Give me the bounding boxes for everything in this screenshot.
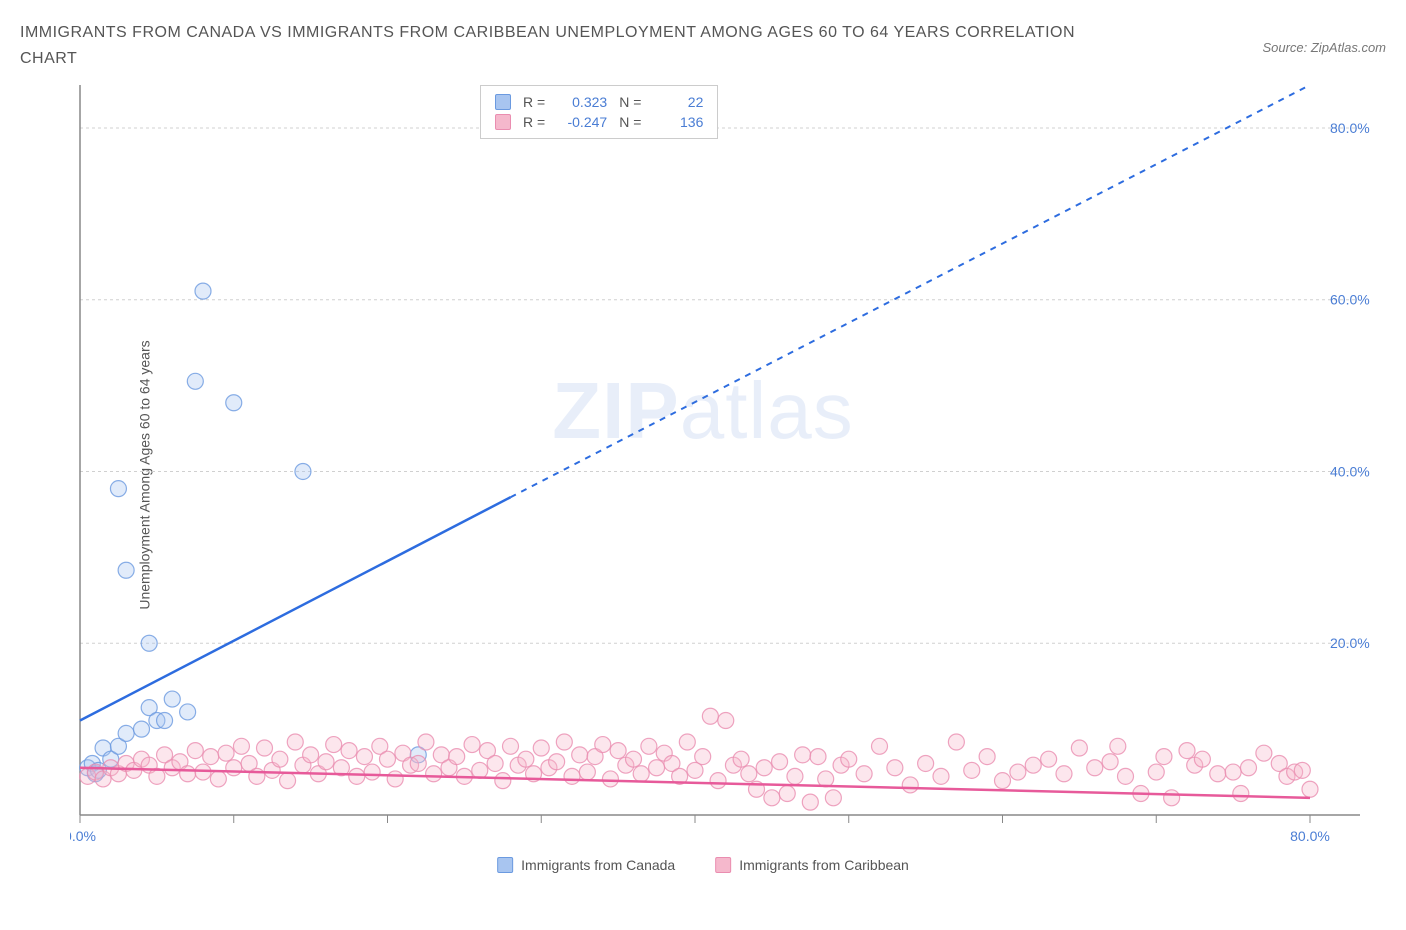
stats-r-value-caribbean: -0.247	[557, 114, 607, 130]
stats-r-value-canada: 0.323	[557, 94, 607, 110]
svg-text:60.0%: 60.0%	[1330, 292, 1370, 308]
svg-text:80.0%: 80.0%	[1330, 120, 1370, 136]
stats-r-label: R =	[523, 114, 545, 130]
stats-r-label: R =	[523, 94, 545, 110]
stats-swatch-caribbean	[495, 114, 511, 130]
svg-text:80.0%: 80.0%	[1290, 828, 1330, 844]
svg-text:0.0%: 0.0%	[70, 828, 96, 844]
stats-swatch-canada	[495, 94, 511, 110]
legend-swatch-canada	[497, 857, 513, 873]
legend-item-caribbean: Immigrants from Caribbean	[715, 857, 909, 873]
legend-label-caribbean: Immigrants from Caribbean	[739, 857, 909, 873]
svg-text:40.0%: 40.0%	[1330, 464, 1370, 480]
chart-title: IMMIGRANTS FROM CANADA VS IMMIGRANTS FRO…	[20, 20, 1120, 71]
chart-container: IMMIGRANTS FROM CANADA VS IMMIGRANTS FRO…	[20, 20, 1386, 910]
legend-item-canada: Immigrants from Canada	[497, 857, 675, 873]
stats-row-canada: R = 0.323 N = 22	[495, 92, 703, 112]
stats-n-value-caribbean: 136	[653, 114, 703, 130]
legend-label-canada: Immigrants from Canada	[521, 857, 675, 873]
svg-text:20.0%: 20.0%	[1330, 635, 1370, 651]
source-attribution: Source: ZipAtlas.com	[1262, 40, 1386, 55]
stats-n-label: N =	[619, 94, 641, 110]
plot-area: Unemployment Among Ages 60 to 64 years 2…	[20, 75, 1386, 875]
bottom-legend: Immigrants from Canada Immigrants from C…	[497, 857, 909, 873]
stats-n-value-canada: 22	[653, 94, 703, 110]
stats-row-caribbean: R = -0.247 N = 136	[495, 112, 703, 132]
stats-box: R = 0.323 N = 22 R = -0.247 N = 136	[480, 85, 718, 139]
legend-swatch-caribbean	[715, 857, 731, 873]
title-row: IMMIGRANTS FROM CANADA VS IMMIGRANTS FRO…	[20, 20, 1386, 71]
stats-n-label: N =	[619, 114, 641, 130]
scatter-plot-svg: 20.0% 40.0% 60.0% 80.0% 0.0% 80.0%	[70, 75, 1370, 875]
